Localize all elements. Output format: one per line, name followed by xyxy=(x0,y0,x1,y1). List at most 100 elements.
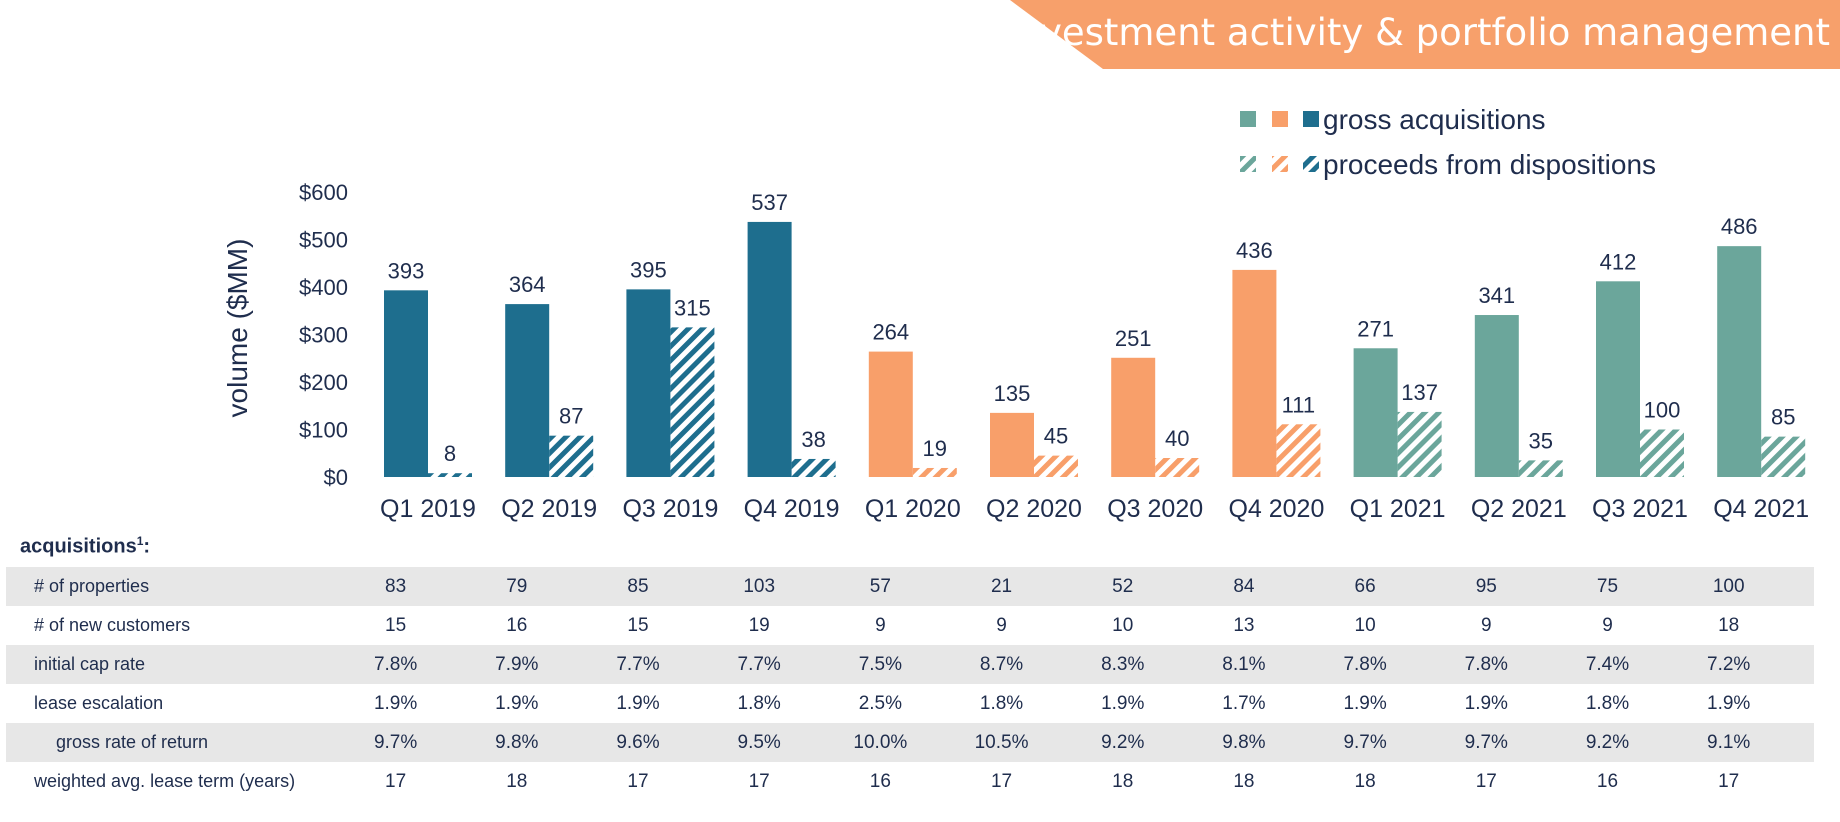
table-cell: 103 xyxy=(698,567,820,606)
bar-dispositions xyxy=(1640,429,1684,477)
bar-gross-acquisitions xyxy=(1596,281,1640,477)
table-cell: 9.6% xyxy=(577,723,699,762)
category-labels: Q1 2019 Q2 2019 Q3 2019 Q4 2019 Q1 2020 Q2 20… xyxy=(380,495,1809,523)
data-label: 537 xyxy=(751,190,788,215)
table-cell: 1.9% xyxy=(1707,692,1751,714)
y-tick-label: $0 xyxy=(324,465,348,490)
table-cell: 1.7% xyxy=(1222,692,1266,714)
table-cell: 7.8% xyxy=(335,645,457,684)
bar-gross-acquisitions xyxy=(747,221,792,477)
category-label: Q2 2019 xyxy=(501,495,597,523)
category-label: Q1 2021 xyxy=(1350,495,1446,523)
table-cell: 7.2% xyxy=(1668,645,1790,684)
bar-gross-acquisitions xyxy=(1717,246,1762,477)
y-axis-ticks: $0 $100 $200 $300 $400 $500 $600 xyxy=(299,180,348,490)
bar-dispositions xyxy=(1397,411,1442,477)
data-labels: 393 8 364 87 395 315 537 38 264 19 135 45 251 40 436 11… xyxy=(388,190,1796,466)
table-cell: 1.9% xyxy=(616,692,660,714)
legend-label-gross: gross acquisitions xyxy=(1323,104,1546,135)
table-cell: 2.5% xyxy=(858,692,903,714)
table-cell: 7.8% xyxy=(1425,645,1547,684)
legend-swatch-dispositions-2019 xyxy=(1303,156,1319,172)
table-row: initial cap rate 7.8% 7.9% 7.7% 7.7% 7.5% 8.7%… xyxy=(6,645,1814,684)
row-label: # of properties xyxy=(6,567,336,606)
data-label: 19 xyxy=(923,436,947,461)
table-cell: 18 xyxy=(506,770,528,792)
data-label: 395 xyxy=(630,257,667,282)
y-axis-title: volume ($MM) xyxy=(222,239,253,418)
table-cell: 10 xyxy=(1112,614,1134,636)
table-cell: 19 xyxy=(748,614,770,636)
table-cell: 18 xyxy=(1112,770,1134,792)
table-cell: 16 xyxy=(1596,770,1619,792)
legend-swatch-dispositions-2020 xyxy=(1272,156,1288,172)
legend-swatch-gross-2019 xyxy=(1303,111,1319,127)
category-label: Q2 2021 xyxy=(1471,495,1567,523)
table-cell: 75 xyxy=(1546,567,1669,606)
data-label: 8 xyxy=(444,441,456,466)
table-cell: 9.8% xyxy=(456,723,578,762)
table-cell: 7.7% xyxy=(698,645,820,684)
data-label: 341 xyxy=(1478,283,1515,308)
row-label: initial cap rate xyxy=(6,645,336,684)
table-cell: 16 xyxy=(869,770,891,792)
bar-dispositions xyxy=(1518,460,1563,477)
section-title-text: acquisitions xyxy=(20,535,137,558)
table-cell: 8.3% xyxy=(1062,645,1184,684)
data-label: 111 xyxy=(1282,392,1315,417)
page-title: investment activity & portfolio manageme… xyxy=(1006,11,1830,54)
data-label: 45 xyxy=(1044,424,1068,449)
table-cell: 15 xyxy=(627,614,649,636)
table-cell: 52 xyxy=(1062,567,1184,606)
table-row: lease escalation 1.9% 1.9% 1.9% 1.8% 2.5% 1.8%… xyxy=(6,684,1814,723)
data-label: 87 xyxy=(559,404,583,429)
legend-swatch-gross-2021 xyxy=(1240,111,1256,127)
table-cell: 84 xyxy=(1183,567,1305,606)
y-tick-label: $300 xyxy=(299,323,348,348)
table-cell: 9.7% xyxy=(335,723,457,762)
table-cell: 9.8% xyxy=(1183,723,1305,762)
table-row: weighted avg. lease term (years) 17 18 17 17… xyxy=(6,762,1814,801)
data-label: 135 xyxy=(994,381,1031,406)
table-cell: 7.7% xyxy=(577,645,699,684)
bar-gross-acquisitions xyxy=(505,304,550,477)
table-cell: 85 xyxy=(577,567,699,606)
table-cell: 79 xyxy=(456,567,578,606)
bar-dispositions xyxy=(428,473,472,477)
category-label: Q4 2021 xyxy=(1713,495,1809,523)
data-label: 251 xyxy=(1115,326,1152,351)
table-cell: 83 xyxy=(335,567,457,606)
table-cell: 10.5% xyxy=(940,723,1063,762)
row-label: # of new customers xyxy=(34,615,191,635)
table-cell: 21 xyxy=(940,567,1063,606)
data-label: 264 xyxy=(872,320,909,345)
bar-dispositions xyxy=(549,435,594,477)
bar-dispositions xyxy=(670,327,715,477)
data-label: 412 xyxy=(1600,249,1637,274)
bar-dispositions xyxy=(1034,455,1078,477)
row-padding xyxy=(1789,762,1814,801)
table-cell: 13 xyxy=(1233,614,1255,636)
category-label: Q3 2019 xyxy=(622,495,718,523)
table-cell: 95 xyxy=(1425,567,1547,606)
table-cell: 7.4% xyxy=(1546,645,1669,684)
table-cell: 9.7% xyxy=(1425,723,1547,762)
table-cell: 1.9% xyxy=(1343,692,1387,714)
section-title: acquisitions1: xyxy=(20,534,150,559)
table-cell: 10 xyxy=(1354,614,1376,636)
bar-dispositions xyxy=(1155,458,1200,477)
section-title-colon: : xyxy=(143,535,151,558)
table-cell: 7.8% xyxy=(1304,645,1426,684)
bar-gross-acquisitions xyxy=(1474,315,1519,477)
y-tick-label: $600 xyxy=(299,180,348,205)
category-label: Q1 2020 xyxy=(865,495,961,523)
data-label: 364 xyxy=(509,272,546,297)
data-label: 393 xyxy=(388,258,425,283)
header-banner-shape xyxy=(1010,0,1840,69)
table-cell: 17 xyxy=(990,770,1013,792)
row-padding xyxy=(1789,567,1814,606)
row-label: weighted avg. lease term (years) xyxy=(34,771,296,791)
table-cell: 9.1% xyxy=(1668,723,1790,762)
bar-gross-acquisitions xyxy=(990,412,1034,477)
category-label: Q4 2020 xyxy=(1228,495,1324,523)
